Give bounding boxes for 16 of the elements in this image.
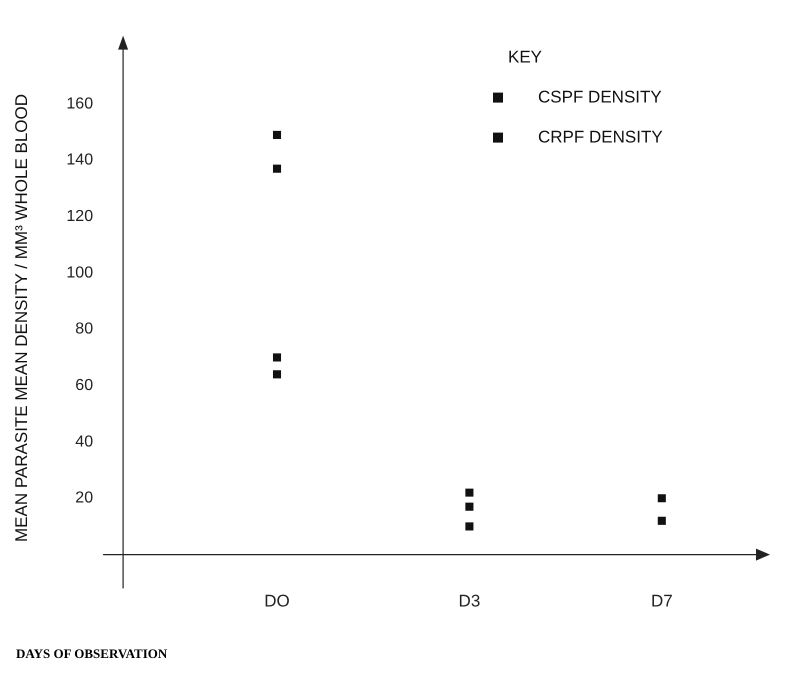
y-tick-label: 140 (66, 152, 94, 169)
x-tick-label: D7 (650, 591, 673, 610)
legend-title: KEY (508, 47, 542, 66)
x-tick-label: D3 (458, 591, 480, 610)
y-tick-label: 20 (75, 490, 94, 507)
x-tick-label: DO (264, 591, 290, 610)
y-axis-title: MEAN PARASITE MEAN DENSITY / MM³ WHOLE BLOOD (12, 94, 31, 542)
y-tick-label: 80 (75, 320, 94, 338)
y-tick-label: 160 (66, 95, 94, 112)
y-tick-label: 100 (66, 264, 94, 282)
y-tick-label: 120 (66, 208, 94, 226)
x-axis-title: DAYS OF OBSERVATION (16, 646, 168, 662)
y-tick-label: 40 (75, 433, 94, 450)
legend-label: CRPF DENSITY (538, 127, 663, 146)
legend-label: CSPF DENSITY (538, 87, 662, 106)
y-tick-label: 60 (75, 377, 94, 394)
